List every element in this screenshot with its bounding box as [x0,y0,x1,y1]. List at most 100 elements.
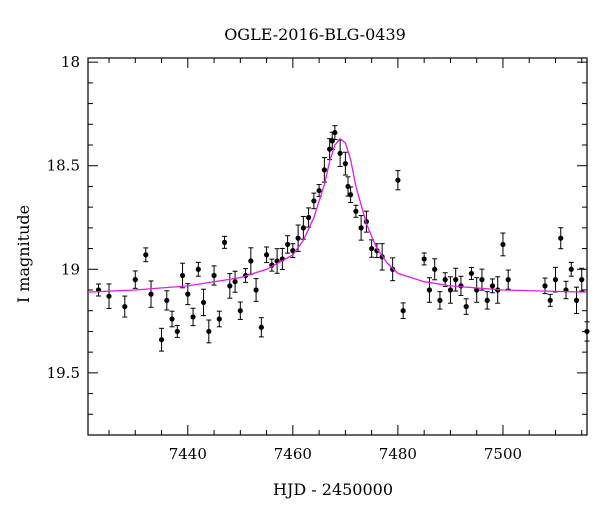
data-marker [232,279,238,285]
data-marker [342,161,348,167]
data-marker [285,241,291,248]
data-marker [164,297,170,303]
data-marker [447,287,454,293]
x-axis-title: HJD - 2450000 [273,480,393,499]
data-marker [505,277,511,283]
data-point [337,139,343,167]
data-point [568,261,574,277]
data-point [547,293,553,307]
y-tick-label: 18 [61,53,80,71]
data-marker [584,328,590,335]
data-point [300,215,306,240]
data-point [169,310,175,328]
data-point [269,258,275,272]
data-point [179,262,186,289]
data-point [426,277,433,303]
data-marker [122,303,128,310]
data-marker [300,225,306,231]
data-point [558,227,564,250]
x-tick-label: 7500 [484,445,522,463]
data-point [232,270,238,293]
data-point [174,324,180,338]
data-point [474,277,480,303]
data-point [321,157,327,183]
data-point [358,215,364,241]
data-point [158,327,165,352]
data-marker [558,235,564,241]
data-marker [169,316,175,322]
data-marker [458,283,464,289]
data-point [353,204,359,218]
data-point [421,252,427,266]
data-marker [442,277,448,283]
data-marker [400,308,406,314]
data-point [437,291,443,310]
data-marker [306,214,312,221]
data-marker [258,324,264,330]
data-point [274,248,280,274]
data-point [500,232,506,257]
data-point [122,295,128,318]
data-point [263,246,270,264]
data-point [489,278,496,294]
data-point [195,261,201,277]
chart-title: OGLE-2016-BLG-0439 [224,25,406,44]
data-marker [263,252,270,258]
data-marker [316,187,322,194]
data-point [395,170,401,191]
data-marker [390,266,396,272]
data-marker [500,241,506,248]
data-marker [579,277,585,283]
data-marker [295,235,301,241]
y-axis-title: I magnitude [14,205,33,303]
data-marker [132,277,138,283]
data-marker [453,277,459,283]
data-point [285,235,291,254]
data-point [369,239,375,258]
data-point [458,275,464,296]
data-point [468,266,475,280]
data-point [579,267,585,292]
data-marker [568,266,574,272]
data-point [306,207,312,228]
data-point [148,280,154,308]
data-point [390,257,396,282]
data-point [206,319,212,344]
data-marker [221,239,228,245]
data-marker [421,256,427,262]
data-marker [195,266,201,272]
data-point [185,283,191,306]
data-point [584,321,590,342]
x-tick-label: 7480 [379,445,417,463]
data-marker [253,287,259,293]
data-point [253,278,259,302]
data-point [95,283,102,297]
data-marker [206,328,212,335]
data-marker [479,277,485,283]
data-marker [290,248,296,254]
y-tick-label: 19.5 [47,364,80,382]
data-point [563,280,569,300]
data-marker [311,198,317,204]
data-marker [227,283,233,289]
data-marker [358,225,364,231]
data-marker [211,272,217,279]
data-marker [237,308,243,314]
x-tick-label: 7440 [169,445,207,463]
data-marker [148,291,154,297]
data-point [432,258,438,281]
data-point [311,192,317,210]
data-point [552,266,559,293]
data-point [164,290,170,311]
data-marker [337,150,343,156]
data-point [484,291,490,310]
data-point [479,268,485,291]
data-marker [432,266,438,272]
data-marker [106,293,112,299]
data-point [447,276,454,304]
data-marker [484,297,490,303]
data-marker [468,270,475,277]
data-point [190,307,196,327]
